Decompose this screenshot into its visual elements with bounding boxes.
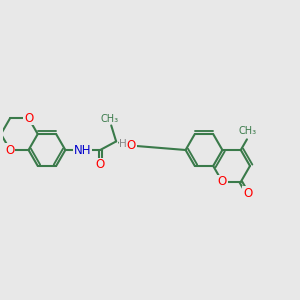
Text: O: O: [218, 176, 227, 188]
Text: O: O: [5, 143, 15, 157]
Text: O: O: [24, 112, 33, 124]
Text: O: O: [96, 158, 105, 171]
Text: NH: NH: [74, 143, 91, 157]
Text: O: O: [243, 187, 252, 200]
Text: O: O: [127, 139, 136, 152]
Text: CH₃: CH₃: [238, 126, 256, 136]
Text: H: H: [119, 139, 127, 149]
Text: CH₃: CH₃: [101, 114, 119, 124]
